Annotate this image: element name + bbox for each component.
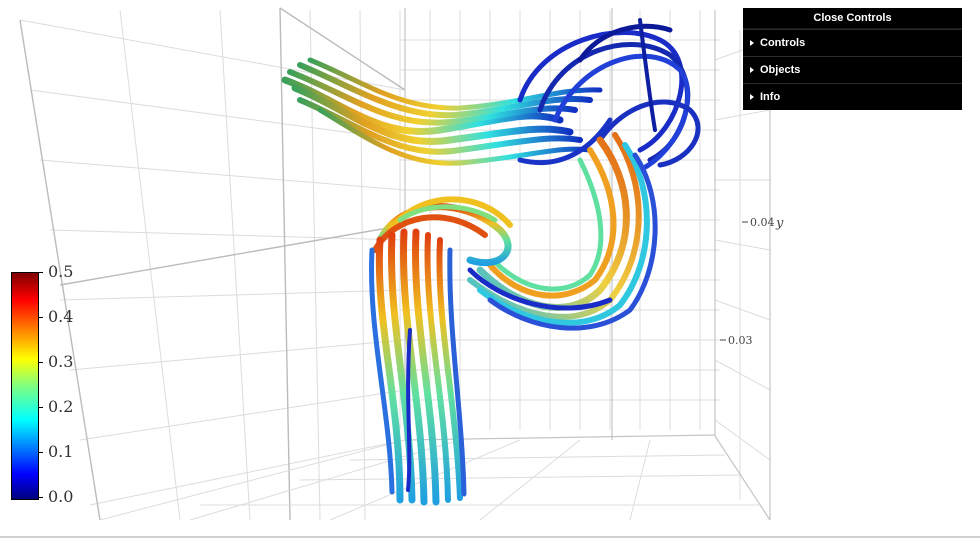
svg-text:0.04: 0.04 xyxy=(750,216,775,229)
colorbar-label: 0.4 xyxy=(48,307,74,326)
folder-info[interactable]: Info xyxy=(743,83,962,110)
left-wall-major xyxy=(19,7,406,521)
colorbar-label: 0.0 xyxy=(48,487,74,506)
colorbar-tick xyxy=(38,497,43,498)
colorbar xyxy=(11,272,39,500)
colorbar-tick xyxy=(38,317,43,318)
colorbar-tick xyxy=(38,362,43,363)
colorbar-tick xyxy=(38,272,43,273)
folder-objects[interactable]: Objects xyxy=(743,56,962,83)
colorbar-label: 0.3 xyxy=(48,352,74,371)
folder-controls[interactable]: Controls xyxy=(743,29,962,56)
colorbar-label: 0.1 xyxy=(48,442,74,461)
triangle-right-icon xyxy=(750,40,754,46)
streamlines xyxy=(281,18,701,506)
left-wall-grid xyxy=(19,9,406,521)
triangle-right-icon xyxy=(750,94,754,100)
folder-label: Controls xyxy=(760,37,806,49)
controls-panel: Close Controls Controls Objects Info xyxy=(743,8,962,110)
bottom-divider xyxy=(0,536,980,538)
colorbar-label: 0.2 xyxy=(48,397,74,416)
axis-tick-y-003: 0.03 xyxy=(720,334,753,347)
right-wall-grid xyxy=(714,30,771,500)
colorbar-tick xyxy=(38,452,43,453)
colorbar-tick xyxy=(38,407,43,408)
axis-tick-y-004: 0.04 y xyxy=(742,216,784,231)
folder-label: Objects xyxy=(760,64,801,76)
triangle-right-icon xyxy=(750,67,754,73)
close-controls-button[interactable]: Close Controls xyxy=(743,8,962,29)
svg-text:0.03: 0.03 xyxy=(728,334,753,347)
folder-label: Info xyxy=(760,91,781,103)
colorbar-label: 0.5 xyxy=(48,262,74,281)
svg-text:y: y xyxy=(775,216,784,231)
